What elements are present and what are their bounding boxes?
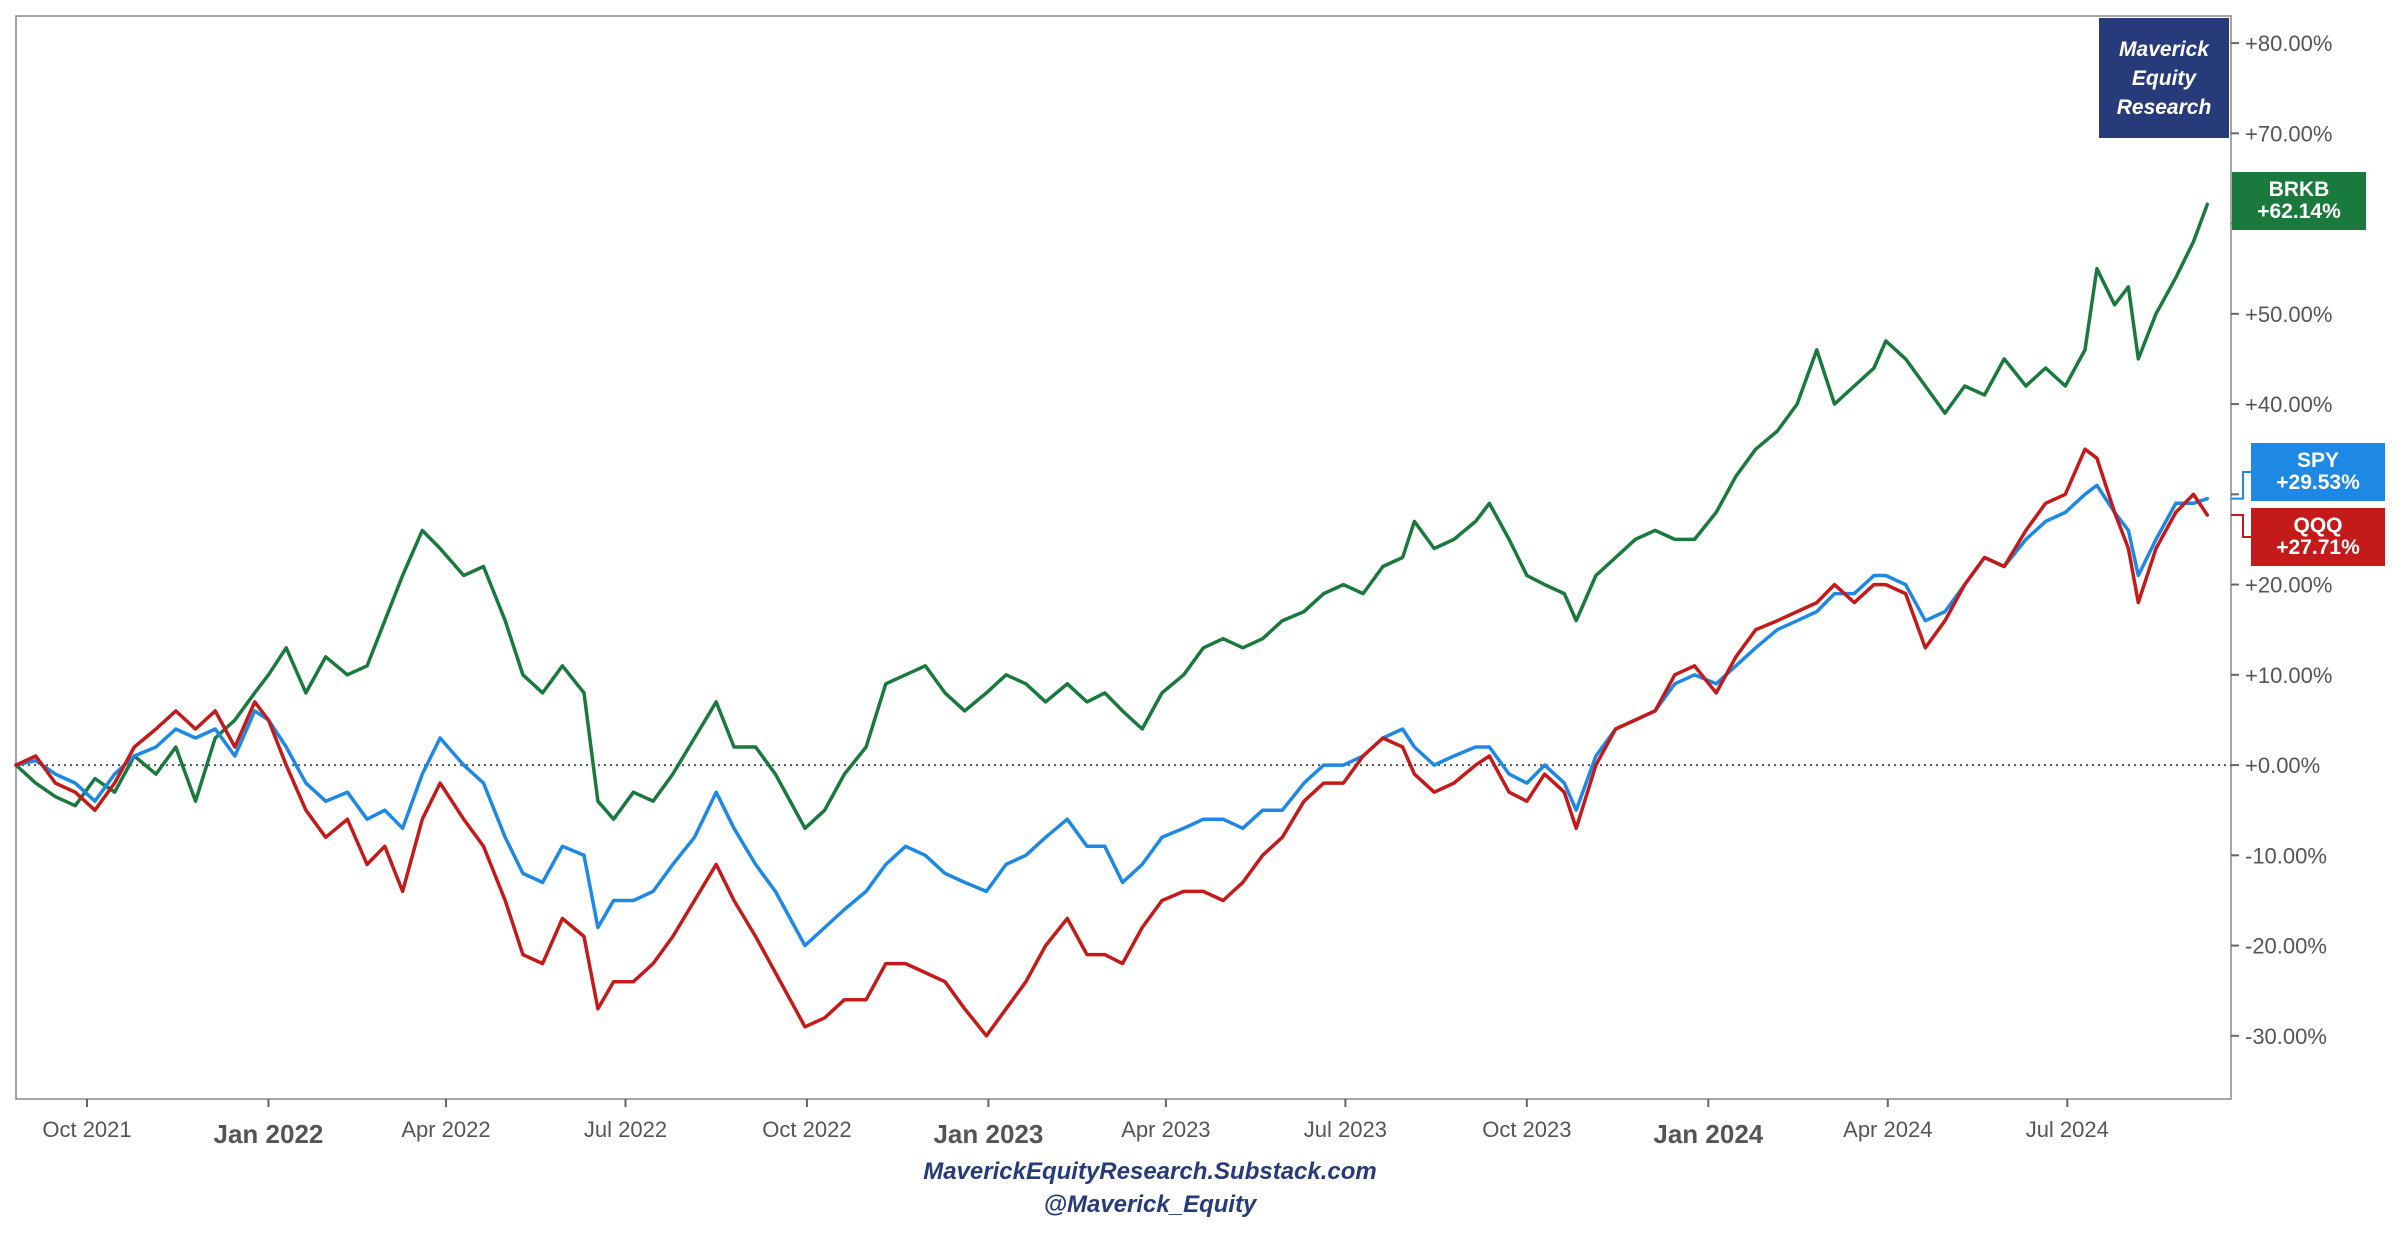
y-tick-label: +50.00% <box>2245 302 2332 327</box>
x-tick-label: Apr 2022 <box>401 1117 490 1142</box>
x-tick-label-major: Jan 2024 <box>1653 1119 1763 1149</box>
value-tag-brkb: BRKB +62.14% <box>2232 172 2366 230</box>
y-tick-label: -20.00% <box>2245 934 2327 959</box>
brand-logo-box: Maverick Equity Research <box>2099 18 2229 138</box>
series-layer <box>14 202 2210 1038</box>
x-tick-label-major: Jan 2023 <box>933 1119 1043 1149</box>
y-tick-label: +20.00% <box>2245 573 2332 598</box>
series-line-spy <box>14 483 2210 948</box>
x-tick-label: Oct 2023 <box>1482 1117 1571 1142</box>
x-tick-label: Apr 2023 <box>1121 1117 1210 1142</box>
value-tag-value: +27.71% <box>2276 536 2360 559</box>
x-tick-label: Jul 2023 <box>1304 1117 1387 1142</box>
value-tag-value: +29.53% <box>2276 471 2360 494</box>
series-line-qqq <box>14 447 2210 1038</box>
value-tag-name: BRKB <box>2268 178 2330 201</box>
x-tick-label: Jul 2022 <box>584 1117 667 1142</box>
value-tag-qqq: QQQ +27.71% <box>2251 508 2385 566</box>
y-tick-label: +70.00% <box>2245 121 2332 146</box>
y-tick-label: +40.00% <box>2245 392 2332 417</box>
footer-handle: @Maverick_Equity <box>1043 1191 1257 1218</box>
brand-line-3: Research <box>2116 95 2212 119</box>
series-line-brkb <box>14 202 2210 831</box>
x-tick-label: Jul 2024 <box>2026 1117 2109 1142</box>
x-tick-label: Oct 2021 <box>42 1117 131 1142</box>
x-tick-label-major: Jan 2022 <box>214 1119 324 1149</box>
footer-website: MaverickEquityResearch.Substack.com <box>923 1158 1377 1185</box>
x-tick-label: Apr 2024 <box>1843 1117 1932 1142</box>
value-tag-name: SPY <box>2296 449 2340 472</box>
label-connectors <box>2231 471 2251 538</box>
y-tick-label: +0.00% <box>2245 753 2320 778</box>
y-tick-label: -30.00% <box>2245 1024 2327 1049</box>
connector-qqq <box>2231 513 2251 538</box>
value-tag-name: QQQ <box>2293 514 2343 537</box>
value-tag-value: +62.14% <box>2257 200 2341 223</box>
y-tick-label: -10.00% <box>2245 843 2327 868</box>
y-tick-label: +10.00% <box>2245 663 2332 688</box>
value-tag-spy: SPY +29.53% <box>2251 443 2385 501</box>
brand-line-1: Maverick <box>2119 37 2209 61</box>
x-tick-label: Oct 2022 <box>762 1117 851 1142</box>
plot-frame <box>15 15 2232 1100</box>
axis-layer: +80.00% +70.00% +50.00% +40.00% +20.00% +10.0… <box>42 31 2332 1149</box>
y-tick-label: +80.00% <box>2245 31 2332 56</box>
brand-line-2: Equity <box>2131 66 2197 90</box>
connector-spy <box>2231 471 2251 500</box>
